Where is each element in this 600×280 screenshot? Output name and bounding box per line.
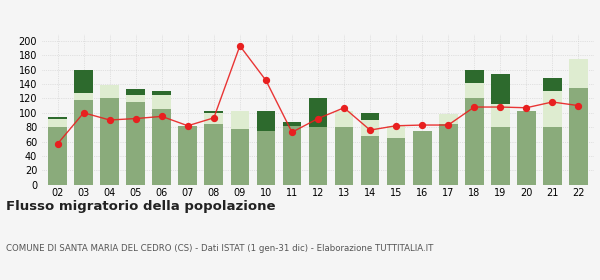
Point [339, 106, 349, 110]
Point [105, 118, 115, 122]
Bar [257, 111, 275, 131]
Bar [230, 129, 249, 185]
Point [469, 105, 479, 109]
Bar [257, 131, 275, 185]
Bar [569, 59, 588, 88]
Bar [465, 70, 484, 83]
Point [313, 116, 323, 121]
Bar [335, 111, 353, 127]
Bar [152, 95, 171, 109]
Bar [205, 111, 223, 113]
Bar [413, 131, 431, 185]
Bar [491, 127, 509, 185]
Point [209, 116, 218, 120]
Point [157, 114, 167, 119]
Bar [205, 123, 223, 185]
Bar [387, 127, 406, 138]
Bar [74, 70, 93, 93]
Text: Flusso migratorio della popolazione: Flusso migratorio della popolazione [6, 200, 275, 213]
Bar [543, 78, 562, 91]
Bar [308, 98, 328, 127]
Bar [439, 113, 458, 123]
Point [131, 116, 140, 121]
Text: COMUNE DI SANTA MARIA DEL CEDRO (CS) - Dati ISTAT (1 gen-31 dic) - Elaborazione : COMUNE DI SANTA MARIA DEL CEDRO (CS) - D… [6, 244, 433, 253]
Bar [491, 104, 509, 127]
Bar [465, 83, 484, 98]
Point [521, 106, 531, 110]
Bar [491, 74, 509, 104]
Point [53, 141, 62, 146]
Point [235, 44, 245, 48]
Point [183, 123, 193, 128]
Bar [152, 91, 171, 95]
Point [418, 123, 427, 127]
Bar [361, 120, 379, 136]
Bar [387, 138, 406, 185]
Point [287, 130, 297, 134]
Bar [543, 127, 562, 185]
Bar [517, 111, 536, 185]
Bar [152, 109, 171, 185]
Bar [205, 113, 223, 123]
Point [391, 123, 401, 128]
Point [443, 123, 453, 127]
Bar [335, 127, 353, 185]
Bar [127, 95, 145, 102]
Bar [465, 98, 484, 185]
Point [79, 111, 88, 115]
Point [365, 128, 375, 132]
Point [261, 78, 271, 83]
Bar [283, 126, 301, 185]
Point [496, 105, 505, 109]
Bar [283, 122, 301, 126]
Legend: Iscritti (da altri comuni), Iscritti (dall'estero), Iscritti (altri), Cancellati: Iscritti (da altri comuni), Iscritti (da… [87, 0, 549, 3]
Bar [569, 88, 588, 185]
Bar [361, 136, 379, 185]
Bar [127, 89, 145, 95]
Bar [361, 113, 379, 120]
Point [548, 100, 557, 104]
Bar [74, 100, 93, 185]
Bar [48, 117, 67, 118]
Point [574, 103, 583, 108]
Bar [100, 98, 119, 185]
Bar [127, 102, 145, 185]
Bar [48, 118, 67, 127]
Bar [230, 111, 249, 129]
Bar [308, 127, 328, 185]
Bar [439, 123, 458, 185]
Bar [100, 85, 119, 98]
Bar [543, 91, 562, 127]
Bar [178, 126, 197, 185]
Bar [74, 93, 93, 100]
Bar [48, 127, 67, 185]
